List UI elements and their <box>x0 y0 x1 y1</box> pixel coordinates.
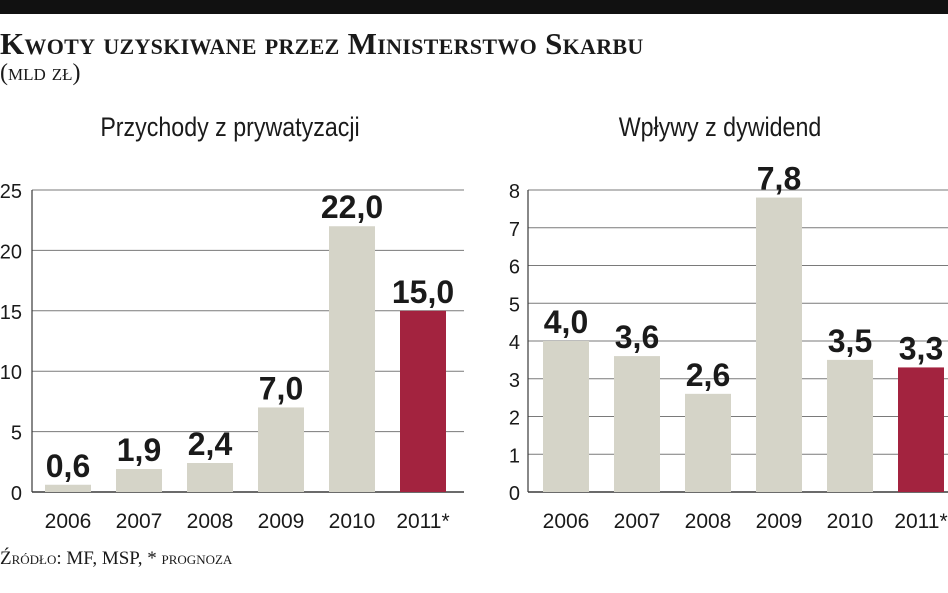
x-tick-label: 2008 <box>685 510 732 533</box>
bar-highlight <box>898 367 944 492</box>
source-note: Źródło: MF, MSP, * prognoza <box>0 548 233 569</box>
bar-value-label: 0,6 <box>46 448 90 484</box>
bar <box>187 463 233 492</box>
x-tick-label: 2010 <box>329 510 376 533</box>
bar-value-label: 3,5 <box>828 323 872 359</box>
chart-2-title: Wpływy z dywidend <box>618 112 822 142</box>
y-tick-label: 20 <box>0 241 22 263</box>
x-tick-label: 2006 <box>45 510 92 533</box>
bar <box>756 197 802 493</box>
bar-value-label: 7,8 <box>757 161 801 197</box>
x-tick-label: 2008 <box>187 510 234 533</box>
y-tick-label: 2 <box>509 408 520 430</box>
bar <box>329 226 375 493</box>
page-title: Kwoty uzyskiwane przez Ministerstwo Skar… <box>0 26 644 61</box>
top-rule <box>0 0 948 14</box>
y-tick-label: 15 <box>0 302 22 324</box>
bar-value-label: 3,3 <box>899 330 943 366</box>
bar-value-label: 7,0 <box>259 370 303 406</box>
y-tick-label: 7 <box>509 219 520 241</box>
x-tick-label: 2011* <box>396 510 449 533</box>
y-tick-label: 8 <box>509 181 520 203</box>
x-tick-label: 2011* <box>894 510 947 533</box>
bar <box>258 407 304 492</box>
bar-value-label: 3,6 <box>615 319 659 355</box>
y-tick-label: 3 <box>509 370 520 392</box>
y-tick-label: 0 <box>11 483 22 505</box>
y-tick-label: 25 <box>0 181 22 203</box>
y-tick-label: 10 <box>0 362 22 384</box>
chart-1-title: Przychody z prywatyzacji <box>100 112 360 142</box>
x-tick-label: 2010 <box>827 510 874 533</box>
bar <box>614 356 660 492</box>
y-tick-label: 0 <box>509 483 520 505</box>
bar <box>685 393 731 492</box>
y-tick-label: 6 <box>509 257 520 279</box>
bar-value-label: 2,4 <box>188 426 233 462</box>
bar-value-label: 2,6 <box>686 357 730 393</box>
bar-highlight <box>400 310 446 492</box>
bar <box>45 484 91 492</box>
bar <box>116 469 162 492</box>
x-tick-label: 2006 <box>543 510 590 533</box>
bar <box>827 359 873 492</box>
y-tick-label: 5 <box>509 294 520 316</box>
x-tick-label: 2007 <box>614 510 661 533</box>
y-tick-label: 5 <box>11 423 22 445</box>
bar-value-label: 22,0 <box>321 189 383 225</box>
y-tick-label: 1 <box>509 445 520 467</box>
x-tick-label: 2009 <box>258 510 305 533</box>
y-tick-label: 4 <box>509 332 520 354</box>
bar-value-label: 1,9 <box>117 432 161 468</box>
x-tick-label: 2009 <box>756 510 803 533</box>
bar-value-label: 4,0 <box>544 304 588 340</box>
unit-label: (mld zł) <box>0 60 81 86</box>
bar <box>543 341 589 492</box>
x-tick-label: 2007 <box>116 510 163 533</box>
bar-value-label: 15,0 <box>392 274 454 310</box>
